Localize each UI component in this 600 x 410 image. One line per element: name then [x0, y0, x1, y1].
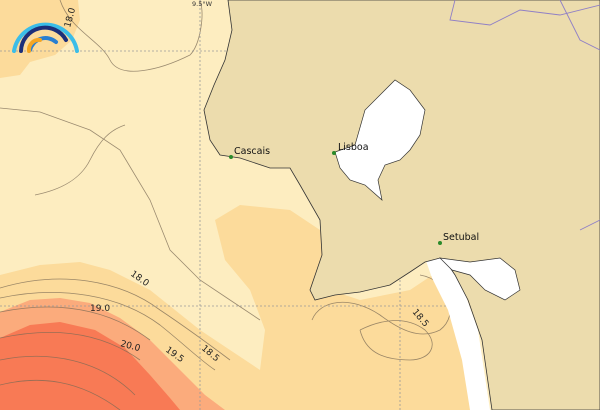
city-marker-cascais[interactable]	[229, 155, 233, 159]
coastal-strip	[425, 255, 490, 410]
graticule-label: 9.5°W	[192, 0, 213, 8]
sado-estuary	[439, 257, 521, 301]
city-label-lisboa: Lisboa	[338, 142, 369, 153]
city-marker-setubal[interactable]	[438, 241, 442, 245]
city-label-setubal: Setubal	[443, 232, 479, 243]
contour-lines	[0, 0, 451, 410]
land	[203, 0, 600, 410]
tagus-estuary	[334, 79, 426, 201]
rivers	[449, 0, 600, 231]
city-label-cascais: Cascais	[234, 146, 270, 157]
wave-arcs-logo	[12, 22, 79, 53]
city-marker-lisboa[interactable]	[332, 151, 336, 155]
contour-label: 19.0	[90, 304, 110, 314]
